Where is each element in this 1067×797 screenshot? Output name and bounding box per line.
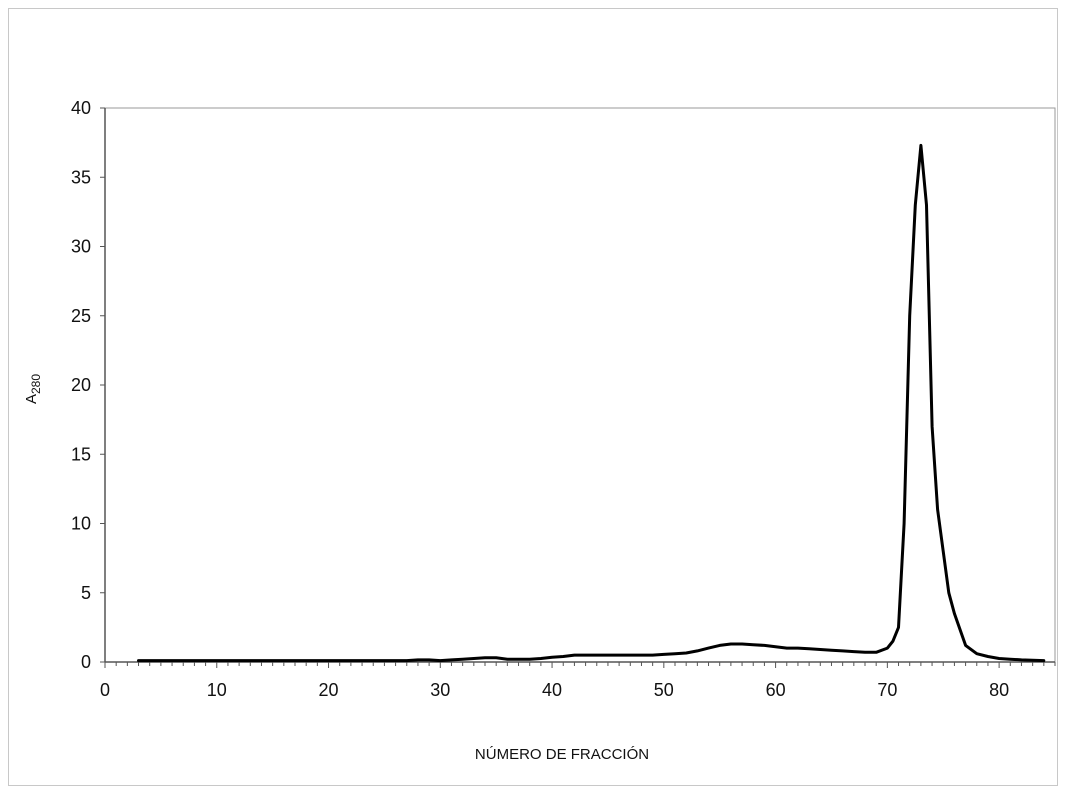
- x-axis-title: NÚMERO DE FRACCIÓN: [475, 746, 649, 763]
- x-axis-ticks: [104, 661, 1056, 668]
- series-line-a280: [137, 143, 1046, 663]
- x-tick-label: 80: [989, 680, 1009, 700]
- x-tick-label: 40: [542, 680, 562, 700]
- y-tick-label: 15: [71, 444, 91, 464]
- chart-frame: [8, 8, 1058, 786]
- y-tick-label: 40: [71, 98, 91, 118]
- y-axis-ticks: [100, 107, 106, 663]
- x-tick-label: 20: [319, 680, 339, 700]
- y-axis-title: A280: [23, 374, 43, 404]
- y-tick-label: 30: [71, 237, 91, 257]
- x-tick-label: 10: [207, 680, 227, 700]
- x-tick-label: 50: [654, 680, 674, 700]
- plot-area: [104, 107, 1056, 663]
- y-tick-label: 5: [81, 583, 91, 603]
- x-tick-label: 0: [100, 680, 110, 700]
- y-tick-label: 35: [71, 167, 91, 187]
- x-tick-label: 60: [766, 680, 786, 700]
- y-axis-title-main: A: [23, 394, 40, 404]
- y-tick-label: 20: [71, 375, 91, 395]
- y-axis-tick-labels: 0 5 10 15 20 25 30 35 40: [71, 98, 91, 672]
- x-tick-label: 30: [430, 680, 450, 700]
- x-axis-tick-labels: 0 10 20 30 40 50 60 70 80: [100, 680, 1009, 700]
- y-tick-label: 25: [71, 306, 91, 326]
- y-axis-title-subscript: 280: [29, 374, 43, 394]
- y-tick-label: 10: [71, 514, 91, 534]
- y-tick-label: 0: [81, 652, 91, 672]
- x-tick-label: 70: [877, 680, 897, 700]
